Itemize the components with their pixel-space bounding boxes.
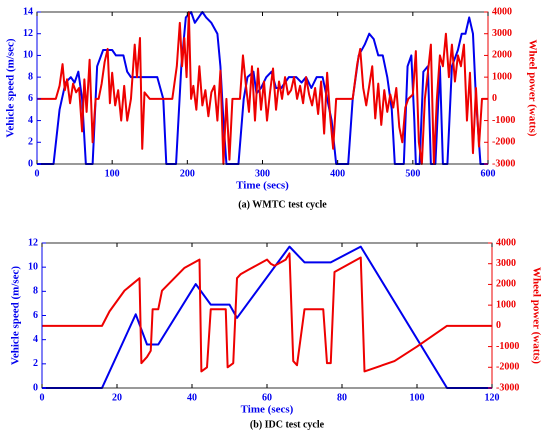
y-tick-label: 0 [28, 158, 33, 169]
y2-tick-label: 4000 [496, 237, 516, 248]
x-tick-label: 20 [112, 392, 122, 403]
plot-frame [41, 242, 493, 389]
x-tick-label: 120 [485, 392, 500, 403]
y2-tick-label: 2000 [492, 50, 512, 61]
y-tick-label: 8 [33, 286, 38, 297]
y2-tick-label: -3000 [492, 158, 515, 169]
y2-tick-label: 1000 [496, 299, 516, 310]
x-tick-label: 80 [337, 392, 347, 403]
x-tick-label: 600 [481, 168, 496, 179]
y-tick-label: 6 [28, 93, 33, 104]
y2-tick-label: 4000 [492, 6, 512, 17]
y-tick-label: 12 [28, 237, 38, 248]
y-tick-label: 2 [28, 137, 33, 148]
y2-tick-label: -1000 [496, 341, 519, 352]
caption: (b) IDC test cycle [250, 419, 325, 430]
y-tick-label: 0 [33, 382, 38, 393]
y2-tick-label: 3000 [492, 28, 512, 39]
x-tick-label: 400 [330, 168, 345, 179]
data-line [42, 252, 492, 373]
y2-tick-label: -2000 [492, 137, 515, 148]
x-axis-label: Time (secs) [236, 180, 289, 192]
y2-tick-label: 0 [496, 320, 501, 331]
y-tick-label: 2 [33, 358, 38, 369]
y-axis-label: Vehicle speed (m/sec) [10, 266, 22, 366]
y-tick-label: 14 [23, 6, 33, 17]
x-tick-label: 200 [180, 168, 195, 179]
y-tick-label: 10 [23, 50, 33, 61]
y-tick-label: 8 [28, 71, 33, 82]
y2-tick-label: 3000 [496, 258, 516, 269]
y2-axis-label: Wheel power (watts) [526, 40, 538, 137]
y-tick-label: 4 [33, 334, 38, 345]
data-line [37, 11, 488, 165]
y2-tick-label: 2000 [496, 279, 516, 290]
y-tick-label: 12 [23, 28, 33, 39]
y-axis-label: Vehicle speed (m/sec) [5, 38, 17, 138]
x-tick-label: 500 [405, 168, 420, 179]
x-tick-label: 40 [187, 392, 197, 403]
y2-tick-label: -3000 [496, 382, 519, 393]
y2-tick-label: -2000 [496, 362, 519, 373]
x-tick-label: 300 [255, 168, 270, 179]
x-tick-label: 60 [262, 392, 272, 403]
x-tick-label: 0 [40, 392, 45, 403]
data-line [37, 11, 488, 165]
y2-axis-label: Wheel power (watts) [530, 267, 542, 364]
caption: (a) WMTC test cycle [238, 199, 327, 210]
y-tick-label: 6 [33, 310, 38, 321]
x-axis-label: Time (secs) [241, 404, 294, 416]
y-tick-label: 4 [28, 115, 33, 126]
y2-tick-label: 1000 [492, 71, 512, 82]
x-tick-label: 100 [105, 168, 120, 179]
y2-tick-label: 0 [492, 93, 497, 104]
y2-tick-label: -1000 [492, 115, 515, 126]
y-tick-label: 10 [28, 261, 38, 272]
x-tick-label: 0 [35, 168, 40, 179]
x-tick-label: 100 [410, 392, 425, 403]
data-line [42, 245, 492, 389]
